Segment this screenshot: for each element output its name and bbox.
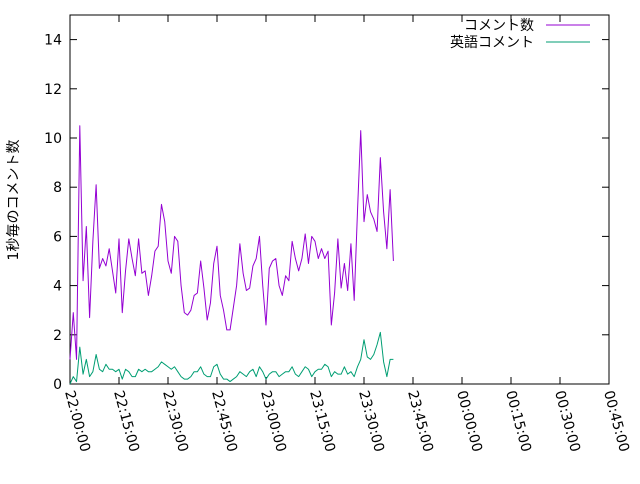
y-axis-label: 1秒毎のコメント数 (6, 140, 22, 261)
y-tick-label: 2 (53, 328, 62, 344)
y-tick-label: 6 (53, 229, 62, 245)
series-line-0 (69, 125, 394, 360)
y-tick-label: 4 (53, 279, 62, 295)
y-tick-label: 0 (53, 377, 62, 393)
plot-area-border (69, 14, 610, 385)
y-tick-label: 10 (44, 131, 62, 147)
y-tick-label: 8 (53, 180, 62, 196)
legend-label: コメント数 (464, 18, 534, 34)
legend-label: 英語コメント (450, 34, 534, 51)
y-tick-label: 12 (44, 82, 62, 98)
y-tick-label: 14 (44, 33, 62, 49)
series-line-1 (69, 331, 394, 385)
